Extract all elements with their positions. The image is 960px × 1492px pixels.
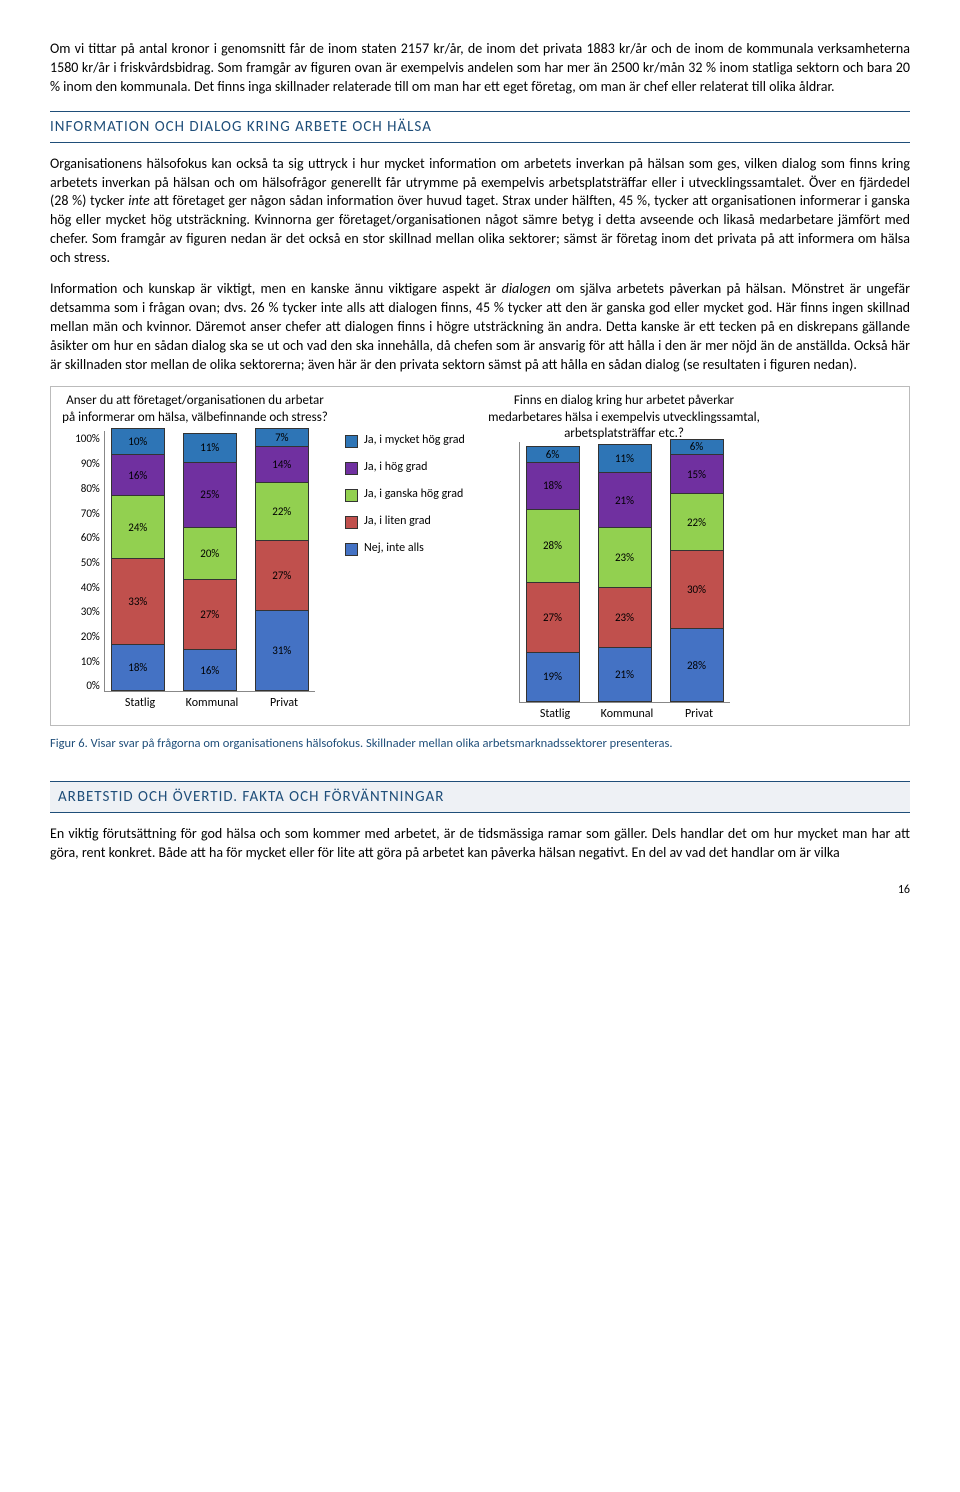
ytick: 100% — [75, 432, 100, 445]
bar-segment: 18% — [112, 645, 164, 692]
ytick: 20% — [75, 630, 100, 643]
stacked-bar: 10%16%24%33%18% — [111, 428, 165, 692]
xlabel: Kommunal — [600, 707, 654, 721]
stacked-bar: 11%21%23%23%21% — [598, 444, 652, 702]
bar-segment: 7% — [256, 429, 308, 447]
bar-segment: 19% — [527, 653, 579, 702]
xlabel: Kommunal — [185, 696, 239, 710]
legend-swatch — [345, 435, 358, 448]
legend-label: Ja, i liten grad — [364, 514, 431, 528]
ytick: 60% — [75, 531, 100, 544]
bar-segment: 16% — [184, 650, 236, 692]
chart1-plot: 10%16%24%33%18%11%25%20%27%16%7%14%22%27… — [104, 431, 315, 692]
bar-segment: 27% — [184, 580, 236, 650]
bar-segment: 27% — [527, 583, 579, 653]
legend-swatch — [345, 462, 358, 475]
legend-swatch — [345, 489, 358, 502]
legend-item: Ja, i ganska hög grad — [345, 487, 470, 502]
bar-segment: 31% — [256, 611, 308, 692]
bar-segment: 10% — [112, 429, 164, 455]
figure6-caption: Figur 6. Visar svar på frågorna om organ… — [50, 736, 910, 753]
figure6-chart-container: Anser du att företaget/organisationen du… — [50, 386, 910, 726]
legend-label: Ja, i mycket hög grad — [364, 433, 465, 447]
bar-segment: 23% — [599, 588, 651, 648]
section-title-arbetstid: ARBETSTID OCH ÖVERTID. FAKTA OCH FÖRVÄNT… — [50, 781, 910, 813]
legend-label: Ja, i hög grad — [364, 460, 427, 474]
legend-swatch — [345, 543, 358, 556]
bar-segment: 21% — [599, 648, 651, 703]
bar-segment: 16% — [112, 455, 164, 497]
section1-paragraph1: Organisationens hälsofokus kan också ta … — [50, 155, 910, 268]
chart1: Anser du att företaget/organisationen du… — [55, 393, 335, 721]
xlabel: Privat — [257, 696, 311, 710]
chart2-title: Finns en dialog kring hur arbetet påverk… — [474, 393, 774, 442]
page-number: 16 — [50, 883, 910, 897]
ytick: 80% — [75, 482, 100, 495]
stacked-bar: 6%15%22%30%28% — [670, 439, 724, 703]
bar-segment: 20% — [184, 528, 236, 580]
bar-segment: 15% — [671, 455, 723, 494]
ytick: 70% — [75, 507, 100, 520]
chart1-yaxis: 100% 90% 80% 70% 60% 50% 40% 30% 20% 10% 0% — [75, 432, 104, 692]
section1-paragraph2: Information och kunskap är viktigt, men … — [50, 280, 910, 374]
stacked-bar: 7%14%22%27%31% — [255, 428, 309, 692]
bar-segment: 23% — [599, 528, 651, 588]
bar-segment: 6% — [671, 440, 723, 456]
bar-segment: 22% — [671, 494, 723, 551]
xlabel: Statlig — [528, 707, 582, 721]
legend-label: Ja, i ganska hög grad — [364, 487, 463, 501]
section-title-info-dialog: INFORMATION OCH DIALOG KRING ARBETE OCH … — [50, 111, 910, 143]
section2-paragraph1: En viktig förutsättning för god hälsa oc… — [50, 825, 910, 863]
chart2-plot: 6%18%28%27%19%11%21%23%23%21%6%15%22%30%… — [519, 442, 730, 703]
legend-item: Ja, i mycket hög grad — [345, 433, 470, 448]
xlabel: Privat — [672, 707, 726, 721]
bar-segment: 6% — [527, 447, 579, 463]
bar-segment: 28% — [671, 629, 723, 702]
bar-segment: 11% — [184, 434, 236, 463]
bar-segment: 33% — [112, 559, 164, 645]
bar-segment: 18% — [527, 463, 579, 510]
bar-segment: 21% — [599, 473, 651, 528]
chart1-title: Anser du att företaget/organisationen du… — [55, 393, 335, 431]
ytick: 40% — [75, 581, 100, 594]
ytick: 50% — [75, 556, 100, 569]
ytick: 0% — [75, 679, 100, 692]
stacked-bar: 6%18%28%27%19% — [526, 446, 580, 702]
ytick: 10% — [75, 655, 100, 668]
ytick: 30% — [75, 605, 100, 618]
bar-segment: 25% — [184, 463, 236, 528]
ytick: 90% — [75, 457, 100, 470]
bar-segment: 11% — [599, 445, 651, 474]
chart-legend: Ja, i mycket hög grad Ja, i hög grad Ja, i… — [335, 393, 474, 721]
bar-segment: 28% — [527, 510, 579, 583]
xlabel: Statlig — [113, 696, 167, 710]
legend-item: Ja, i hög grad — [345, 460, 470, 475]
chart2: Finns en dialog kring hur arbetet påverk… — [474, 393, 774, 721]
chart2-xlabels: Statlig Kommunal Privat — [522, 707, 726, 721]
legend-label: Nej, inte alls — [364, 541, 424, 555]
chart1-xlabels: Statlig Kommunal Privat — [79, 696, 311, 710]
intro-paragraph: Om vi tittar på antal kronor i genomsnit… — [50, 40, 910, 97]
legend-item: Ja, i liten grad — [345, 514, 470, 529]
stacked-bar: 11%25%20%27%16% — [183, 433, 237, 691]
bar-segment: 30% — [671, 551, 723, 629]
legend-item: Nej, inte alls — [345, 541, 470, 556]
bar-segment: 14% — [256, 447, 308, 483]
bar-segment: 24% — [112, 496, 164, 558]
bar-segment: 22% — [256, 483, 308, 540]
bar-segment: 27% — [256, 541, 308, 611]
legend-swatch — [345, 516, 358, 529]
